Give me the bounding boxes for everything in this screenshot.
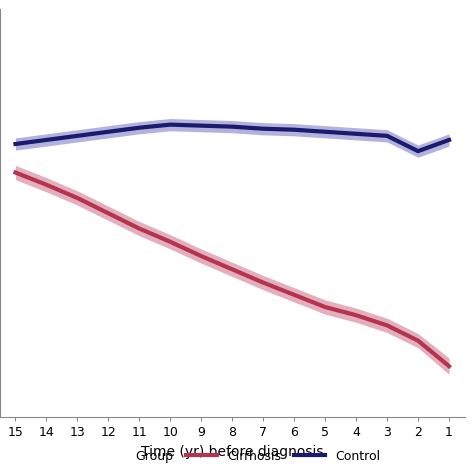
Legend: Group, Cirrhosis, Control: Group, Cirrhosis, Control [89, 445, 385, 468]
X-axis label: Time (yr) before diagnosis: Time (yr) before diagnosis [141, 445, 324, 459]
